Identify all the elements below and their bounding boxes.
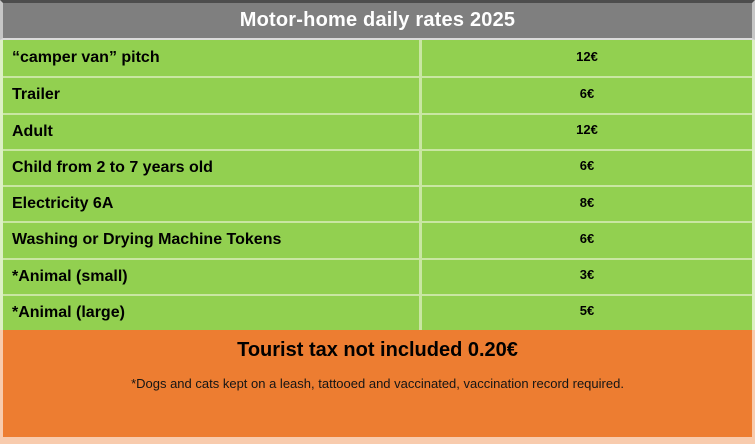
table-row: *Animal (large) 5€: [3, 293, 752, 330]
rate-price: 12€: [419, 114, 752, 149]
table-row: Washing or Drying Machine Tokens 6€: [3, 221, 752, 258]
rate-label: Electricity 6A: [12, 195, 114, 213]
table-row: Electricity 6A 8€: [3, 185, 752, 222]
table-row: Trailer 6€: [3, 76, 752, 113]
animal-policy-footnote: *Dogs and cats kept on a leash, tattooed…: [131, 376, 624, 391]
rate-label: Trailer: [12, 86, 61, 104]
rate-price: 3€: [419, 259, 752, 294]
table-row: Adult 12€: [3, 112, 752, 149]
rate-label: *Animal (small): [12, 267, 128, 285]
rate-label: Washing or Drying Machine Tokens: [12, 231, 282, 249]
rate-price: 12€: [419, 40, 752, 77]
rate-label: *Animal (large): [12, 303, 125, 321]
rate-price: 5€: [419, 295, 752, 330]
rate-price: 6€: [419, 150, 752, 185]
tourist-tax-notice: Tourist tax not included 0.20€: [237, 339, 518, 361]
table-row: *Animal (small) 3€: [3, 257, 752, 294]
rate-price: 8€: [419, 187, 752, 222]
footer-banner: Tourist tax not included 0.20€ *Dogs and…: [0, 330, 755, 444]
rate-price: 6€: [419, 223, 752, 258]
rate-label: Adult: [12, 122, 53, 140]
rate-label: “camper van” pitch: [12, 49, 160, 67]
rates-table: “camper van” pitch 12€ Trailer 6€ Adult …: [0, 40, 755, 330]
table-row: Child from 2 to 7 years old 6€: [3, 148, 752, 185]
page-title: Motor-home daily rates 2025: [239, 9, 516, 31]
rate-label: Child from 2 to 7 years old: [12, 158, 213, 176]
rate-price: 6€: [419, 78, 752, 113]
table-title-bar: Motor-home daily rates 2025: [0, 0, 755, 40]
table-row: “camper van” pitch 12€: [3, 40, 752, 77]
